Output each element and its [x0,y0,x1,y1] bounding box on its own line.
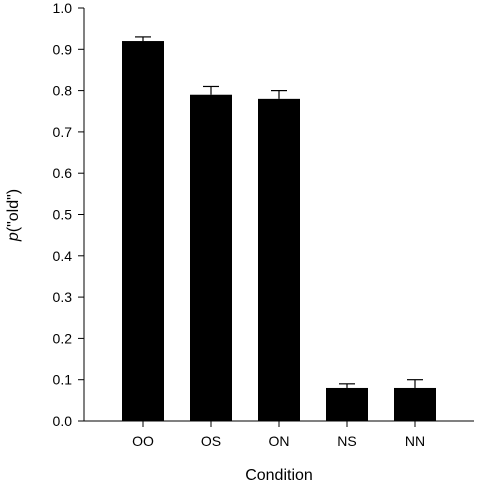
x-tick-label-os: OS [201,433,221,449]
y-tick-label: 0.3 [53,289,73,305]
bar-oo [122,41,164,421]
bars [122,36,436,422]
y-tick-label: 1.0 [53,0,73,16]
x-ticks: OO OS ON NS NN [132,421,425,449]
y-tick-label: 0.0 [53,413,73,429]
y-tick-label: 0.8 [53,83,73,99]
y-tick-label: 0.7 [53,124,73,140]
y-tick-label: 0.4 [53,248,73,264]
y-tick-label: 0.6 [53,165,73,181]
y-tick-label: 0.5 [53,207,73,223]
y-tick-label: 0.1 [53,372,73,388]
y-tick-label: 0.9 [53,41,73,57]
x-tick-label-on: ON [269,433,290,449]
bar-on [258,98,300,422]
x-tick-label-nn: NN [405,433,425,449]
x-tick-label-ns: NS [337,433,356,449]
bar-os [190,94,232,421]
x-axis-title: Condition [245,467,313,484]
y-axis-title-rest: ("old") [5,189,22,232]
y-axis-title: p("old") [5,189,22,242]
bar-nn [394,387,436,421]
y-axis-title-italic: p [5,232,22,242]
bar-ns [326,387,368,421]
x-tick-label-oo: OO [132,433,154,449]
y-tick-label: 0.2 [53,330,73,346]
y-ticks: 0.0 0.1 0.2 0.3 0.4 0.5 0.6 0.7 0.8 0.9 1.0 [53,0,84,429]
